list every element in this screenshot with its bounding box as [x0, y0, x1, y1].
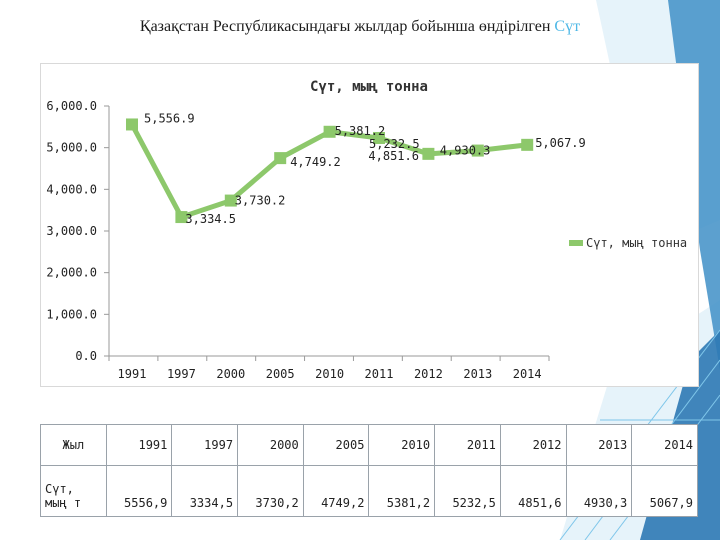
table-cell: 4930,3	[565, 465, 633, 517]
data-label: 5,556.9	[144, 111, 195, 125]
data-point-marker	[323, 125, 336, 138]
table-row-years: Жыл 1991 1997 2000 2005 2010 2011 2012 2…	[40, 424, 698, 466]
y-axis-ticks: 0.0 1,000.0 2,000.0 3,000.0 4,000.0 5,000.0 6,…	[46, 99, 109, 363]
data-label: 3,334.5	[185, 212, 236, 226]
chart-legend: Сүт, мың тонна	[569, 236, 687, 250]
x-tick-label: 2010	[315, 367, 344, 381]
table-cell: 2000	[237, 424, 304, 466]
table-cell: 2012	[499, 424, 567, 466]
table-cell: 2013	[565, 424, 633, 466]
y-tick-label: 4,000.0	[46, 182, 97, 196]
data-label: 3,730.2	[235, 194, 286, 208]
table-row-label: Сүт, мың т	[40, 465, 107, 517]
y-tick-label: 0.0	[75, 349, 97, 363]
data-point-marker	[224, 194, 237, 207]
table-row-values: Сүт, мың т 5556,9 3334,5 3730,2 4749,2 5…	[40, 465, 698, 517]
data-label: 4,851.6	[368, 149, 419, 163]
slide-title-text: Қазақстан Республикасындағы жылдар бойын…	[139, 18, 555, 35]
table-cell: 1997	[171, 424, 239, 466]
table-cell: 1991	[105, 424, 173, 466]
x-tick-label: 2005	[266, 367, 295, 381]
table-row-label: Жыл	[40, 424, 107, 466]
table-cell: 2011	[434, 424, 501, 466]
y-tick-label: 1,000.0	[46, 307, 97, 321]
data-label: 5,067.9	[535, 136, 586, 150]
data-label: 4,930.3	[440, 144, 491, 158]
table-cell: 5232,5	[434, 465, 501, 517]
chart-title: Сүт, мың тонна	[310, 79, 428, 95]
line-chart: Сүт, мың тонна 0.0 1,000.0 2,000.0 3,000.0 4…	[46, 79, 687, 381]
data-point-marker	[126, 118, 138, 131]
slide-title-accent: Сүт	[554, 18, 581, 35]
y-tick-label: 5,000.0	[46, 141, 97, 155]
data-table: Жыл 1991 1997 2000 2005 2010 2011 2012 2…	[40, 424, 698, 517]
legend-label: Сүт, мың тонна	[586, 236, 687, 250]
series-group	[126, 118, 534, 224]
table-cell: 3334,5	[171, 465, 239, 517]
table-cell: 3730,2	[237, 465, 304, 517]
data-label: 4,749.2	[290, 155, 341, 169]
data-label: 5,232.5	[369, 137, 420, 151]
table-cell: 5381,2	[368, 465, 436, 517]
x-tick-label: 1997	[167, 367, 196, 381]
table-cell: 4851,6	[499, 465, 567, 517]
data-point-marker	[422, 147, 435, 160]
y-tick-label: 2,000.0	[46, 266, 97, 280]
y-tick-label: 6,000.0	[46, 99, 97, 113]
x-tick-label: 2014	[513, 367, 542, 381]
x-tick-label: 2012	[414, 367, 443, 381]
data-point-marker	[373, 131, 385, 144]
x-tick-label: 1991	[118, 367, 147, 381]
data-label: 5,381.2	[335, 124, 386, 138]
legend-swatch	[569, 240, 583, 246]
x-tick-label: 2013	[463, 367, 492, 381]
data-point-marker	[274, 152, 287, 165]
data-labels: 5,556.9 3,334.5 3,730.2 4,749.2 5,381.25,232…	[144, 111, 586, 226]
table-cell: 2014	[631, 424, 698, 466]
chart-panel: Сүт, мың тонна 0.0 1,000.0 2,000.0 3,000.0 4…	[40, 63, 699, 387]
slide-title: Қазақстан Республикасындағы жылдар бойын…	[0, 18, 720, 36]
table-cell: 2005	[302, 424, 370, 466]
data-point-marker	[521, 138, 534, 151]
data-point-marker	[175, 211, 188, 224]
x-tick-label: 2011	[365, 367, 394, 381]
table-cell: 5556,9	[105, 465, 173, 517]
table-cell: 5067,9	[631, 465, 698, 517]
x-tick-label: 2000	[216, 367, 245, 381]
y-tick-label: 3,000.0	[46, 224, 97, 238]
table-cell: 4749,2	[302, 465, 370, 517]
x-axis-ticks: 1991 1997 2000 2005 2010 2011 2012 2013 2014	[108, 356, 550, 381]
series-line	[129, 123, 528, 220]
data-point-marker	[471, 144, 484, 157]
table-cell: 2010	[368, 424, 436, 466]
